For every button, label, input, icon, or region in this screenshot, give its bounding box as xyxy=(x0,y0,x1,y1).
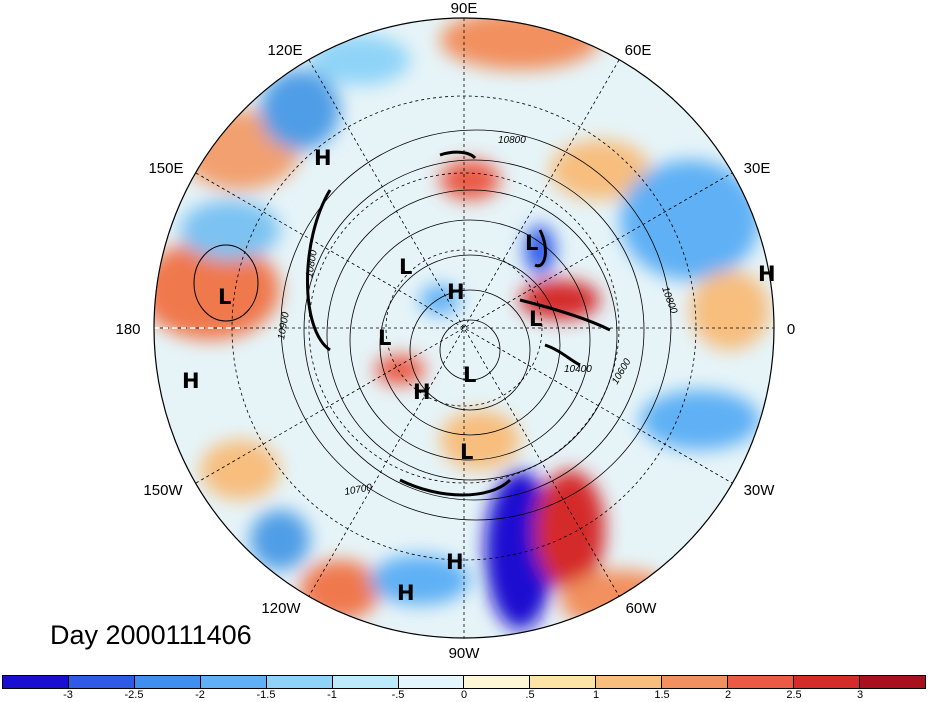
pressure-center-low: L xyxy=(460,440,473,464)
lon-label: 90W xyxy=(449,645,481,662)
colorbar-swatch xyxy=(464,676,531,688)
map-title: Day 2000111406 xyxy=(50,620,252,650)
colorbar-swatch xyxy=(266,676,333,688)
pressure-center-high: H xyxy=(447,280,465,304)
colorbar-swatch xyxy=(728,676,795,688)
lon-label: 90E xyxy=(451,0,478,17)
pressure-center-low: L xyxy=(525,231,538,255)
colorbar-tick-label: -.5 xyxy=(391,689,405,701)
pressure-center-high: H xyxy=(413,380,431,404)
colorbar-tick-label: .5 xyxy=(525,689,535,701)
colorbar-swatch xyxy=(794,676,860,688)
colorbar-swatch xyxy=(3,676,69,688)
colorbar-tick-label: 1.5 xyxy=(654,689,670,701)
lon-label: 150W xyxy=(143,482,183,499)
contour-label: 10800 xyxy=(304,249,320,279)
colorbar xyxy=(2,675,926,689)
colorbar-tick-label: -2.5 xyxy=(124,689,144,701)
colorbar-swatch xyxy=(398,676,465,688)
colorbar-swatch xyxy=(68,676,135,688)
colorbar-swatch xyxy=(859,676,925,688)
pressure-center-high: H xyxy=(758,262,776,286)
colorbar-tick-label: -2 xyxy=(195,689,205,701)
lon-label: 180 xyxy=(115,321,140,338)
contour-label: 10700 xyxy=(344,482,374,498)
colorbar-tick-label: 2.5 xyxy=(786,689,802,701)
lon-label: 30E xyxy=(744,160,771,177)
colorbar-tick-label: 1 xyxy=(592,689,600,701)
lon-label: 0 xyxy=(787,321,795,338)
lon-label: 150E xyxy=(148,160,183,177)
longitude-labels: 90E 60E 30E 0 30W 60W 90W 120W 150W 180 … xyxy=(115,0,795,662)
pressure-center-high: H xyxy=(182,369,200,393)
colorbar-tick-label: 3 xyxy=(856,689,864,701)
pressure-center-low: L xyxy=(378,326,391,350)
lon-label: 60W xyxy=(626,600,658,617)
colorbar-swatch xyxy=(596,676,663,688)
graticule xyxy=(154,18,774,638)
pressure-center-high: H xyxy=(314,146,332,170)
pressure-center-low: L xyxy=(218,285,231,309)
lon-label: 120W xyxy=(261,600,301,617)
lon-label: 120E xyxy=(267,42,302,59)
map-boundary xyxy=(153,17,775,639)
colorbar-swatch xyxy=(332,676,399,688)
contour-label: 10400 xyxy=(564,364,592,375)
lon-label: 30W xyxy=(744,482,776,499)
colorbar-swatch xyxy=(662,676,729,688)
colorbar-tick-label: -3 xyxy=(63,689,73,701)
contour-label: 10900 xyxy=(276,311,292,341)
pressure-center-low: L xyxy=(463,363,476,387)
contour-label: 10800 xyxy=(498,135,526,146)
pressure-centers: H L H L L H L L H H L L H H xyxy=(182,146,776,605)
pressure-center-high: H xyxy=(397,581,415,605)
pressure-center-low: L xyxy=(529,307,542,331)
colorbar-tick-label: -1.5 xyxy=(256,689,276,701)
pressure-center-high: H xyxy=(446,550,464,574)
colorbar-tick-label: 0 xyxy=(460,689,468,701)
colorbar-swatch xyxy=(530,676,597,688)
colorbar-tick-label: 2 xyxy=(724,689,732,701)
colorbar-tick-label: -1 xyxy=(327,689,337,701)
pressure-center-low: L xyxy=(399,255,412,279)
height-contours xyxy=(193,129,672,521)
colorbar-swatch xyxy=(134,676,201,688)
colorbar-labels: -3 -2.5 -2 -1.5 -1 -.5 0 .5 1 1.5 2 2.5 3 xyxy=(0,689,928,702)
lon-label: 60E xyxy=(625,42,652,59)
colorbar-swatch xyxy=(200,676,267,688)
